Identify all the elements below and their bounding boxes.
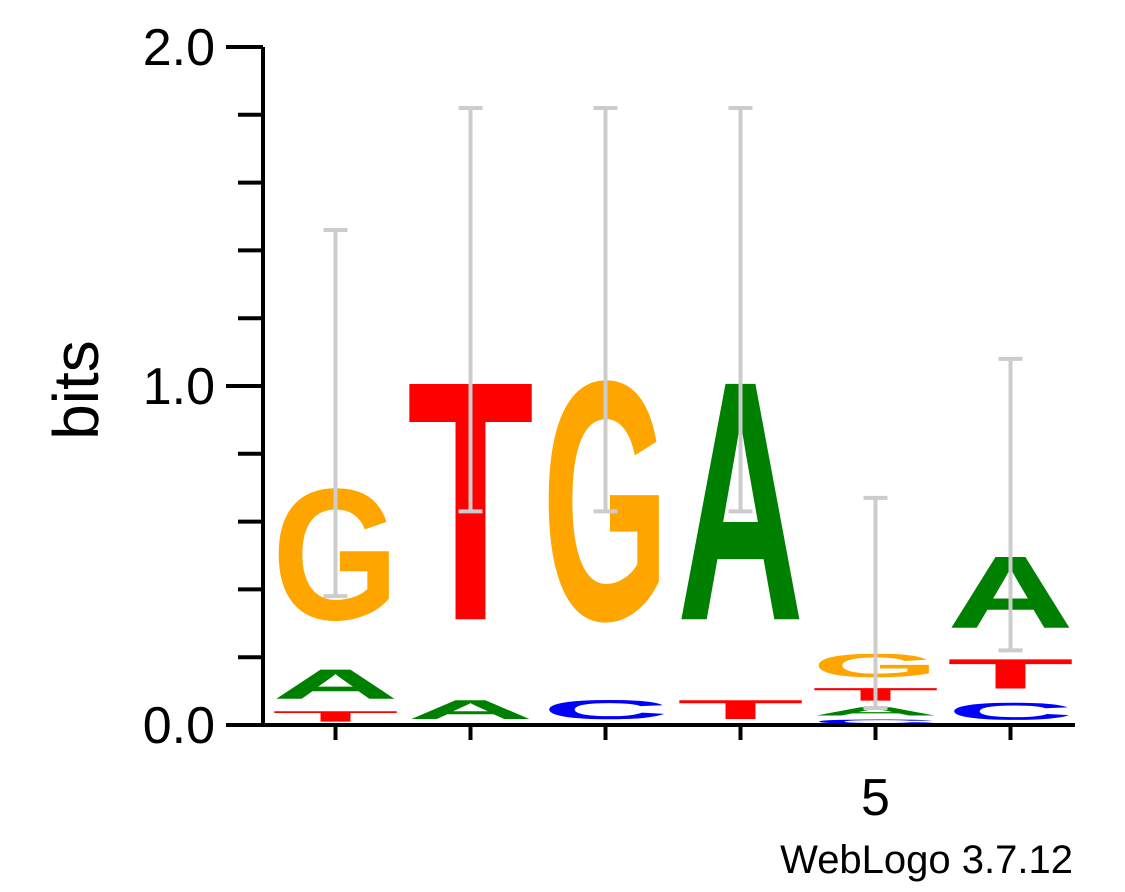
error-bar-pos-6: [998, 356, 1023, 653]
letters-layer: TAGATCGTACATGCTA: [272, 309, 1074, 725]
letter-t-pos-1: T: [272, 708, 399, 725]
x-ticks-layer: 5: [333, 725, 1013, 827]
letter-c-pos-5: C: [812, 718, 939, 725]
error-bar-pos-1: [323, 228, 348, 599]
error-bar-pos-3: [593, 106, 618, 514]
letter-a-pos-2: A: [407, 694, 534, 725]
y-tick-label: 1.0: [143, 358, 215, 416]
error-bar-pos-4: [728, 106, 753, 514]
error-bar-pos-2: [458, 106, 483, 514]
y-tick-label: 2.0: [143, 19, 215, 77]
letter-t-pos-4: T: [677, 695, 804, 725]
letter-c-pos-3: C: [542, 694, 669, 725]
letter-c-pos-6: C: [947, 698, 1074, 725]
error-bar-pos-5: [863, 495, 888, 711]
y-ticks-layer: 0.0 1.0 2.0: [143, 19, 263, 755]
y-tick-label: 0.0: [143, 697, 215, 755]
letter-t-pos-6: T: [947, 650, 1074, 697]
letter-a-pos-1: A: [272, 661, 399, 708]
x-tick-label: 5: [861, 769, 890, 827]
letter-a-pos-5: A: [812, 705, 939, 719]
error-bars-layer: [323, 106, 1023, 711]
y-axis-label: bits: [40, 340, 112, 440]
weblogo-credit: WebLogo 3.7.12: [780, 838, 1073, 882]
